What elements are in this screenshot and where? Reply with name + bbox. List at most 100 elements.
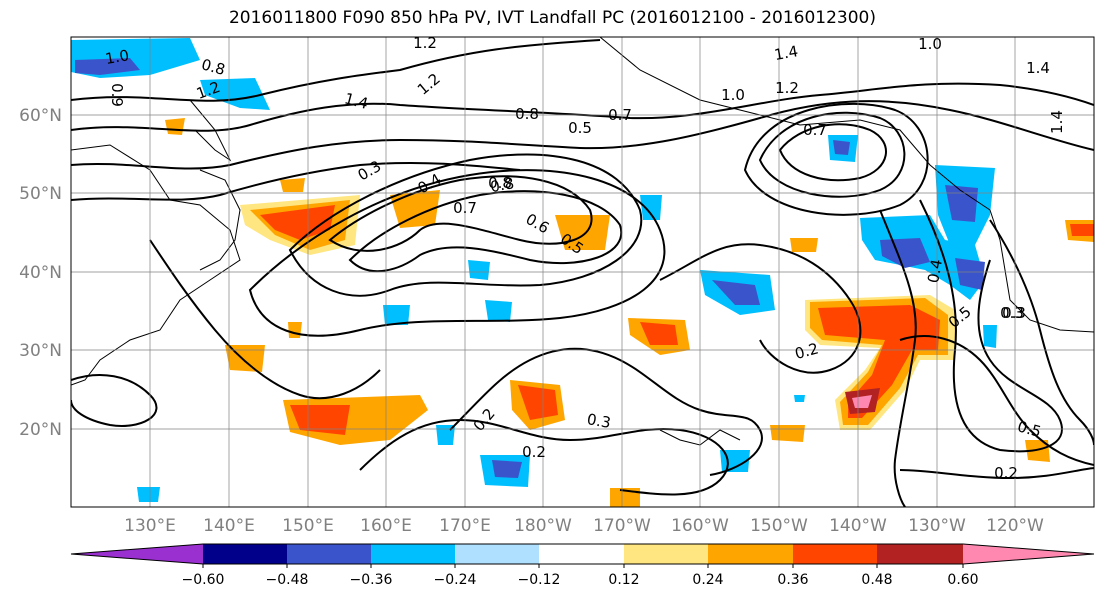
colorbar-segment	[203, 544, 287, 564]
shade-orange	[770, 425, 805, 442]
shade-blue	[880, 238, 930, 268]
coast-kamchatka	[189, 99, 232, 162]
shade-blue	[75, 58, 140, 75]
colorbar-tick-label: 0.12	[608, 572, 639, 588]
contour-label: 0.3	[1002, 304, 1026, 322]
colorbar-segment	[71, 544, 203, 564]
contour-label: 1.4	[1048, 110, 1066, 134]
latitude-label: 40°N	[19, 263, 62, 283]
contour-label: 0.8	[488, 174, 512, 192]
longitude-label: 130°E	[124, 516, 176, 536]
longitude-label: 160°E	[360, 516, 412, 536]
shade-blue	[712, 280, 760, 305]
longitude-label: 140°W	[829, 516, 887, 536]
shade-red	[518, 385, 558, 420]
longitude-label: 170°W	[593, 516, 651, 536]
map-title: 2016011800 F090 850 hPa PV, IVT Landfall…	[228, 8, 876, 28]
contour-label: 0.5	[1015, 417, 1043, 441]
shade-cyan	[794, 395, 805, 402]
coast-japan	[199, 169, 241, 271]
coastlines	[71, 37, 1094, 446]
contour-label: 0.4	[924, 258, 946, 285]
contour-label: 0.3	[586, 410, 613, 432]
shade-cyan	[137, 487, 160, 502]
shade-cyan	[485, 300, 512, 322]
contour-label: 0.2	[994, 464, 1018, 482]
contour-label: 1.0	[918, 35, 942, 53]
colorbar-tick-label: 0.60	[947, 572, 978, 588]
shade-lightcyan	[200, 78, 270, 110]
latitude-label: 60°N	[19, 106, 62, 126]
colorbar-tick-label: 0.48	[861, 572, 892, 588]
contour-label: 1.4	[773, 42, 800, 64]
shade-blue	[833, 140, 850, 155]
colorbar-tick-label: −0.60	[182, 572, 225, 588]
contour-label: 0.2	[793, 339, 821, 363]
contour-label: 0.9	[108, 83, 126, 107]
longitude-label: 130°W	[908, 516, 966, 536]
colorbar-segment	[624, 544, 708, 564]
contour-label: 0.5	[568, 119, 592, 137]
shade-cyan	[640, 195, 662, 220]
contour-label: 0.3	[1000, 304, 1024, 322]
shade-blue	[945, 185, 978, 222]
shade-blue	[492, 460, 522, 478]
shade-orange	[390, 190, 440, 228]
shade-orange	[165, 118, 185, 135]
shade-orange	[790, 238, 818, 252]
contour-label: 0.7	[608, 106, 632, 124]
contour-label: 1.4	[342, 89, 370, 113]
longitude-label: 140°E	[203, 516, 255, 536]
colorbar-segment	[455, 544, 539, 564]
contour-label: 0.8	[515, 105, 539, 123]
shade-cyan	[983, 325, 997, 348]
shade-orange	[1025, 440, 1050, 462]
contour-label: 1.4	[1026, 59, 1050, 77]
shade-blue	[955, 258, 985, 290]
latitude-labels: 60°N 50°N 40°N 30°N 20°N	[19, 106, 62, 440]
map-border	[70, 36, 1095, 508]
coast-alaska	[599, 37, 991, 211]
shade-cyan	[383, 305, 410, 325]
longitude-labels: 130°E 140°E 150°E 160°E 170°E 180°W 170°W 160°W…	[124, 516, 1044, 536]
colorbar-segment	[287, 544, 371, 564]
shade-pink	[852, 395, 872, 408]
colorbar-segment	[793, 544, 877, 564]
colorbar-segment	[371, 544, 455, 564]
colorbar-tick-label: −0.12	[518, 572, 561, 588]
contour-label: 0.7	[453, 199, 477, 217]
colorbar-tick-label: 0.36	[777, 572, 808, 588]
colorbar-segment	[539, 544, 624, 564]
colorbar-segment	[963, 544, 1094, 564]
shade-cyan	[468, 260, 490, 280]
colorbar-tick-label: 0.24	[692, 572, 723, 588]
contour-label: 0.8	[199, 55, 227, 79]
shade-red	[1070, 224, 1094, 236]
colorbar-tick-label: −0.36	[350, 572, 393, 588]
longitude-label: 150°E	[282, 516, 334, 536]
shade-orange	[288, 322, 302, 338]
colorbar-tick-label: −0.24	[434, 572, 477, 588]
pv-contours	[71, 39, 1094, 507]
contour-label: 1.0	[721, 86, 745, 104]
shade-red	[260, 205, 335, 240]
longitude-label: 120°W	[986, 516, 1044, 536]
colorbar-segment	[708, 544, 793, 564]
shade-red	[818, 305, 940, 418]
contour-label: 0.8	[489, 174, 516, 196]
shade-red	[640, 322, 678, 345]
latitude-label: 50°N	[19, 184, 62, 204]
colorbar-segment	[877, 544, 963, 564]
shade-orange	[610, 488, 640, 507]
coast-namerica	[989, 209, 1094, 333]
latitude-label: 30°N	[19, 341, 62, 361]
contour-label: 0.2	[522, 443, 546, 461]
contour-label: 1.2	[775, 79, 799, 97]
colorbar-tick-label: −0.48	[266, 572, 309, 588]
contour-label: 1.2	[413, 34, 437, 52]
longitude-label: 150°W	[750, 516, 808, 536]
longitude-label: 170°E	[439, 516, 491, 536]
contour-label: 1.0	[104, 46, 131, 68]
latitude-label: 20°N	[19, 420, 62, 440]
